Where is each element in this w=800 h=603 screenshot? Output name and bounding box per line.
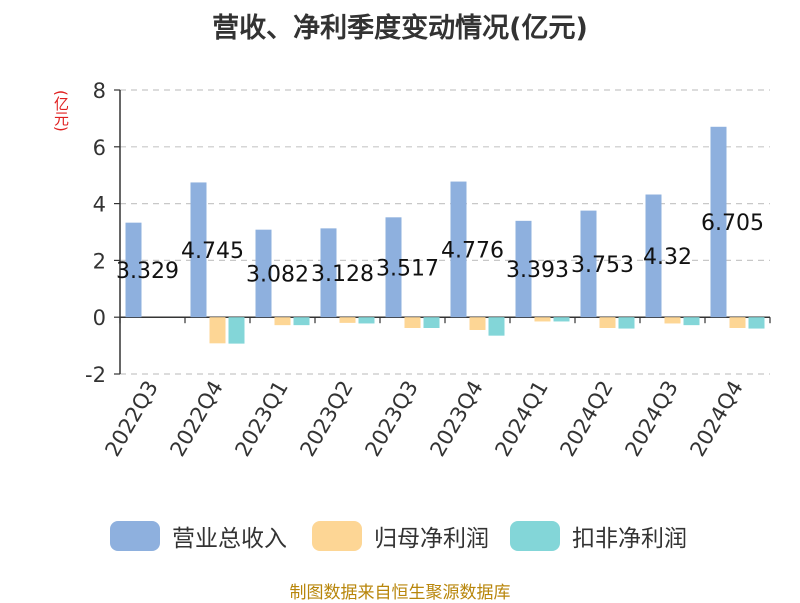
bar-2-6 [554, 317, 570, 321]
legend-item-deducted-profit[interactable]: 扣非净利润 [510, 516, 687, 556]
bar-2-3 [359, 317, 375, 323]
x-tick-label-8: 2024Q3 [620, 377, 682, 461]
data-label-0: 3.329 [116, 259, 179, 284]
bar-1-7 [600, 317, 616, 328]
data-label-6: 3.393 [506, 258, 569, 283]
data-label-8: 4.32 [643, 245, 692, 270]
bar-2-5 [489, 317, 505, 335]
bar-2-8 [684, 317, 700, 325]
x-tick-label-3: 2023Q2 [295, 377, 357, 461]
data-label-2: 3.082 [246, 262, 309, 287]
y-tick-label-1: 0 [93, 306, 106, 330]
data-label-3: 3.128 [311, 262, 374, 287]
x-tick-label-7: 2024Q2 [555, 377, 617, 461]
legend-item-revenue[interactable]: 营业总收入 [110, 516, 287, 556]
x-tick-label-9: 2024Q4 [685, 377, 747, 461]
x-tick-label-1: 2022Q4 [165, 377, 227, 461]
bar-1-6 [535, 317, 551, 321]
bar-1-9 [730, 317, 746, 328]
legend-label-revenue: 营业总收入 [172, 519, 287, 553]
legend-swatch-net-profit [312, 521, 362, 551]
legend-item-net-profit[interactable]: 归母净利润 [312, 516, 489, 556]
y-tick-label-2: 2 [93, 249, 106, 273]
bar-1-1 [210, 317, 226, 343]
bar-1-2 [275, 317, 291, 325]
y-tick-label-5: 8 [93, 79, 106, 103]
bar-2-2 [294, 317, 310, 325]
bar-1-8 [665, 317, 681, 323]
legend-label-deducted-profit: 扣非净利润 [572, 519, 687, 553]
x-tick-label-4: 2023Q3 [360, 377, 422, 461]
bar-2-4 [424, 317, 440, 328]
data-label-5: 4.776 [441, 238, 504, 263]
data-label-7: 3.753 [571, 253, 634, 278]
x-tick-label-5: 2023Q4 [425, 377, 487, 461]
y-tick-label-0: -2 [85, 363, 106, 387]
legend-swatch-deducted-profit [510, 521, 560, 551]
x-tick-label-0: 2022Q3 [100, 377, 162, 461]
y-tick-label-3: 4 [93, 193, 106, 217]
bar-2-7 [619, 317, 635, 328]
bar-2-1 [229, 317, 245, 343]
bar-2-9 [749, 317, 765, 328]
bar-1-4 [405, 317, 421, 328]
legend-swatch-revenue [110, 521, 160, 551]
bar-1-3 [340, 317, 356, 323]
data-label-4: 3.517 [376, 256, 439, 281]
legend-label-net-profit: 归母净利润 [374, 519, 489, 553]
x-tick-label-6: 2024Q1 [490, 377, 552, 461]
legend: 营业总收入 归母净利润 扣非净利润 [0, 516, 800, 556]
bar-1-5 [470, 317, 486, 330]
y-tick-label-4: 6 [93, 136, 106, 160]
source-note: 制图数据来自恒生聚源数据库 [0, 578, 800, 603]
data-label-1: 4.745 [181, 239, 244, 264]
x-tick-label-2: 2023Q1 [230, 377, 292, 461]
data-label-9: 6.705 [701, 211, 764, 236]
